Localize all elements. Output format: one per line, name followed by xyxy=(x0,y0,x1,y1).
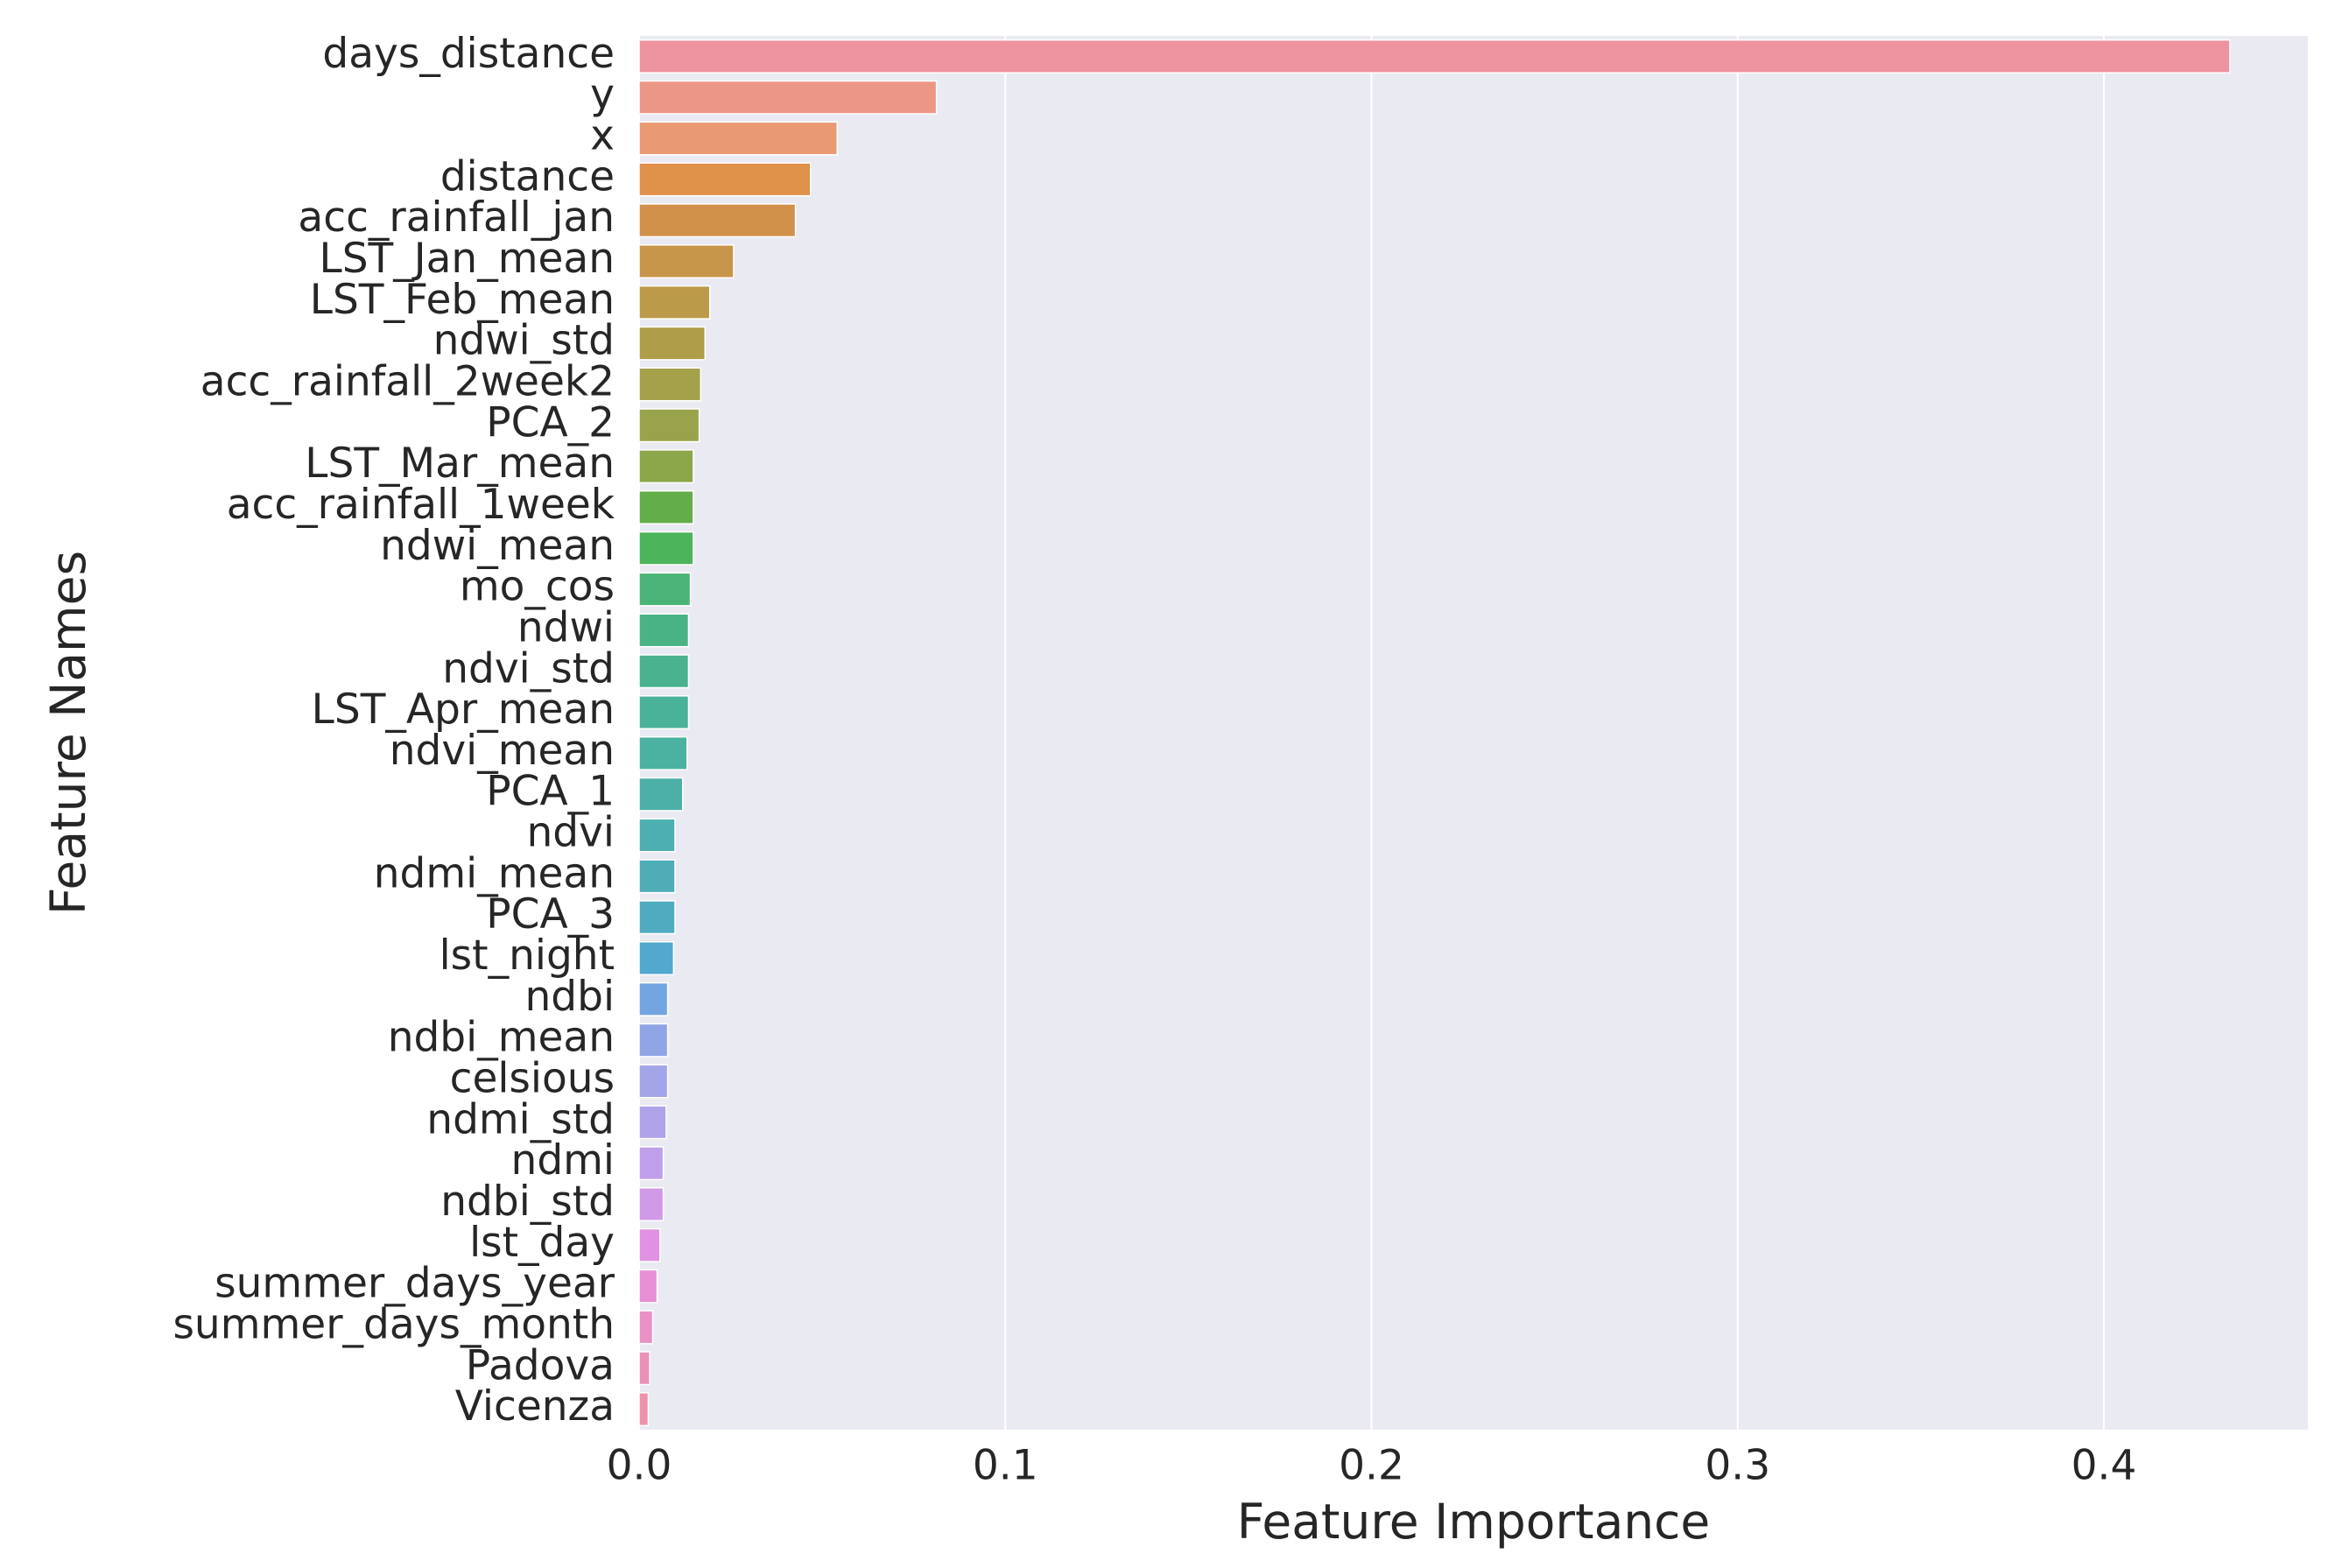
x-axis-label: Feature Importance xyxy=(1237,1494,1711,1550)
bar xyxy=(638,203,797,238)
bar xyxy=(638,818,676,853)
bar xyxy=(638,1186,665,1221)
y-tick-label: LST_Jan_mean xyxy=(320,235,615,283)
bar xyxy=(638,981,669,1016)
y-tick-label: ndvi xyxy=(527,809,615,857)
bar xyxy=(638,1064,669,1099)
y-tick-label: PCA_1 xyxy=(486,768,615,816)
bar xyxy=(638,449,694,484)
y-tick-label: lst_night xyxy=(440,932,615,980)
bar xyxy=(638,1269,658,1304)
bar xyxy=(638,1310,654,1345)
bar xyxy=(638,900,676,935)
bar xyxy=(638,735,688,770)
y-tick-label: ndmi_std xyxy=(426,1095,615,1143)
y-tick-label: LST_Apr_mean xyxy=(312,686,615,734)
bar xyxy=(638,859,676,894)
bar xyxy=(638,531,694,566)
bar xyxy=(638,285,711,320)
bar xyxy=(638,1023,669,1058)
y-tick-label: acc_rainfall_2week2 xyxy=(200,358,615,406)
x-tick-label: 0.1 xyxy=(973,1442,1038,1490)
y-tick-label: celsious xyxy=(450,1055,615,1103)
plot-area xyxy=(639,36,2308,1430)
x-tick-label: 0.4 xyxy=(2071,1442,2137,1490)
bar xyxy=(638,121,839,156)
bar xyxy=(638,1146,665,1181)
y-tick-label: summer_days_month xyxy=(172,1300,615,1348)
y-tick-label: distance xyxy=(440,152,615,200)
y-tick-label: Padova xyxy=(466,1341,615,1389)
y-tick-label: LST_Mar_mean xyxy=(305,439,615,488)
bar xyxy=(638,572,692,607)
bar xyxy=(638,777,684,812)
bar xyxy=(638,1227,661,1262)
bar xyxy=(638,162,812,197)
y-tick-label: ndwi_std xyxy=(433,317,615,365)
bar xyxy=(638,1351,651,1386)
bar xyxy=(638,489,694,524)
y-tick-label: lst_day xyxy=(469,1219,615,1267)
bar xyxy=(638,613,690,648)
x-tick-label: 0.2 xyxy=(1339,1442,1404,1490)
y-tick-label: acc_rainfall_jan xyxy=(298,193,615,242)
bar xyxy=(638,941,675,976)
y-tick-label: y xyxy=(590,71,615,119)
bar xyxy=(638,408,700,443)
y-tick-label: ndbi_mean xyxy=(388,1014,615,1062)
bar xyxy=(638,1105,667,1140)
y-tick-label: ndbi xyxy=(524,973,615,1021)
bar xyxy=(638,80,938,115)
x-tick-label: 0.0 xyxy=(607,1442,672,1490)
y-tick-label: ndwi xyxy=(517,603,615,651)
y-axis-label: Feature Names xyxy=(40,551,96,915)
y-tick-label: ndmi_mean xyxy=(374,849,615,897)
bar xyxy=(638,367,702,402)
bar xyxy=(638,244,735,279)
y-tick-label: acc_rainfall_1week xyxy=(227,481,615,529)
bar xyxy=(638,39,2231,74)
x-tick-label: 0.3 xyxy=(1705,1442,1770,1490)
bar xyxy=(638,1392,650,1427)
y-tick-label: summer_days_year xyxy=(215,1260,615,1308)
y-tick-label: PCA_3 xyxy=(486,890,615,939)
y-tick-label: ndvi_std xyxy=(442,644,615,693)
bar xyxy=(638,654,690,689)
y-tick-label: PCA_2 xyxy=(486,398,615,446)
y-tick-label: ndmi xyxy=(511,1136,615,1185)
bar xyxy=(638,326,707,361)
y-tick-label: ndvi_mean xyxy=(390,727,615,775)
y-tick-label: mo_cos xyxy=(460,563,615,611)
y-tick-label: LST_Feb_mean xyxy=(310,276,615,324)
y-tick-label: ndwi_mean xyxy=(380,522,615,570)
bar xyxy=(638,695,690,730)
y-tick-label: x xyxy=(590,112,615,160)
y-tick-label: ndbi_std xyxy=(440,1178,615,1226)
y-tick-label: days_distance xyxy=(322,30,615,78)
y-tick-label: Vicenza xyxy=(455,1382,615,1431)
